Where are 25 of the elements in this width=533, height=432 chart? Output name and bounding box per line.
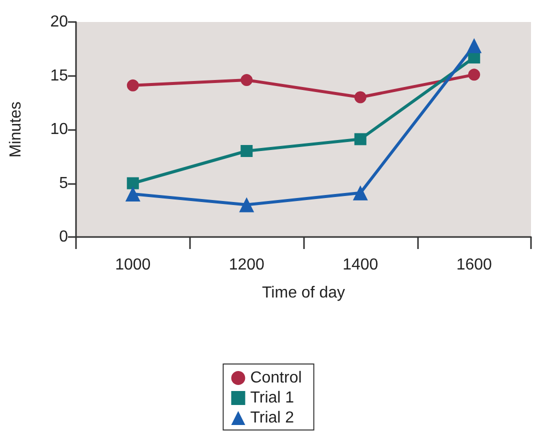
x-tick-label: 1400 [342, 256, 378, 274]
point [354, 91, 366, 104]
legend-label: Trial 1 [250, 390, 294, 406]
y-tick-label: 15 [50, 67, 68, 84]
point [126, 177, 139, 190]
point [240, 145, 253, 157]
point [352, 185, 368, 200]
point [354, 133, 366, 146]
point [125, 186, 140, 202]
y-tick-label: 5 [59, 174, 68, 192]
x-axis-title: Time of day [262, 284, 345, 302]
point [466, 38, 482, 54]
x-tick-label: 1600 [456, 256, 492, 274]
point [468, 68, 480, 81]
y-tick-label: 10 [50, 121, 68, 138]
point [239, 197, 254, 212]
y-tick-label: 0 [59, 228, 68, 246]
legend-label: Control [250, 370, 302, 386]
y-axis-title: Minutes [8, 101, 24, 158]
legend-label: Trial 2 [250, 410, 294, 426]
y-tick-label: 20 [50, 14, 68, 30]
x-tick-label: 1000 [115, 256, 151, 274]
x-tick-label: 1200 [228, 256, 265, 274]
point [126, 79, 139, 92]
point [240, 74, 253, 86]
